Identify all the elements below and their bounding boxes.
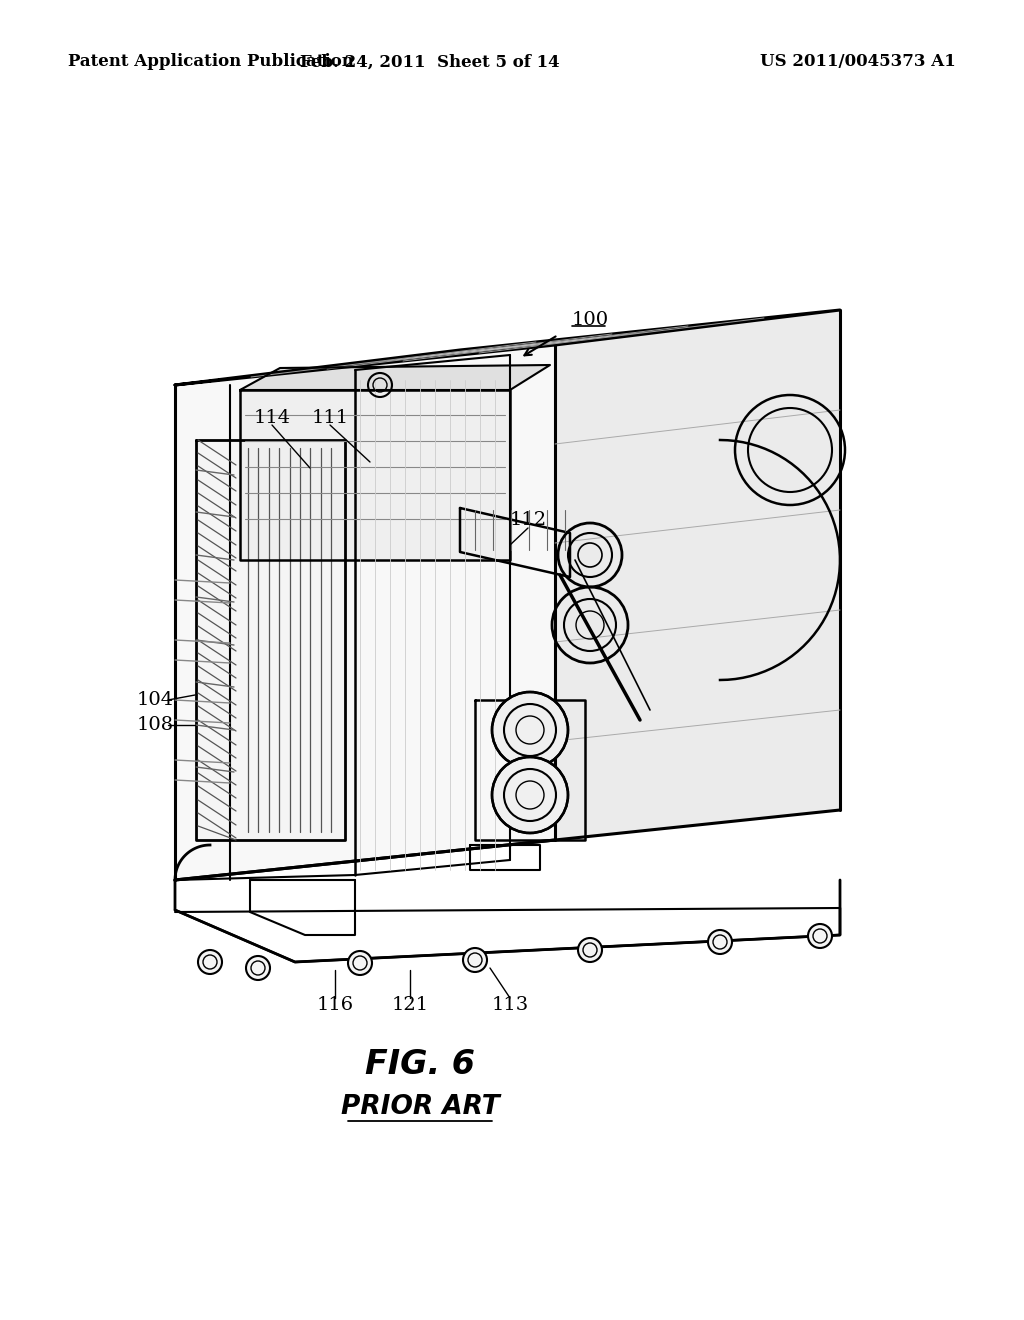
Text: 114: 114	[253, 409, 291, 426]
Polygon shape	[196, 440, 345, 840]
Circle shape	[246, 956, 270, 979]
Polygon shape	[240, 389, 510, 560]
Circle shape	[578, 939, 602, 962]
Circle shape	[348, 950, 372, 975]
Text: FIG. 6: FIG. 6	[365, 1048, 475, 1081]
Circle shape	[198, 950, 222, 974]
Text: Patent Application Publication: Patent Application Publication	[68, 54, 354, 70]
Polygon shape	[555, 310, 840, 840]
Circle shape	[492, 692, 568, 768]
Text: 104: 104	[136, 690, 173, 709]
Text: Feb. 24, 2011  Sheet 5 of 14: Feb. 24, 2011 Sheet 5 of 14	[300, 54, 560, 70]
Text: 121: 121	[391, 997, 429, 1014]
Circle shape	[492, 756, 568, 833]
Circle shape	[463, 948, 487, 972]
Text: 112: 112	[509, 511, 547, 529]
Polygon shape	[175, 310, 840, 385]
Polygon shape	[175, 345, 555, 880]
Text: PRIOR ART: PRIOR ART	[341, 1094, 500, 1119]
Text: US 2011/0045373 A1: US 2011/0045373 A1	[760, 54, 956, 70]
Circle shape	[708, 931, 732, 954]
Text: 108: 108	[136, 715, 173, 734]
Circle shape	[808, 924, 831, 948]
Polygon shape	[240, 366, 550, 389]
Text: 111: 111	[311, 409, 348, 426]
Text: 113: 113	[492, 997, 528, 1014]
Text: 100: 100	[572, 312, 609, 329]
Text: 116: 116	[316, 997, 353, 1014]
